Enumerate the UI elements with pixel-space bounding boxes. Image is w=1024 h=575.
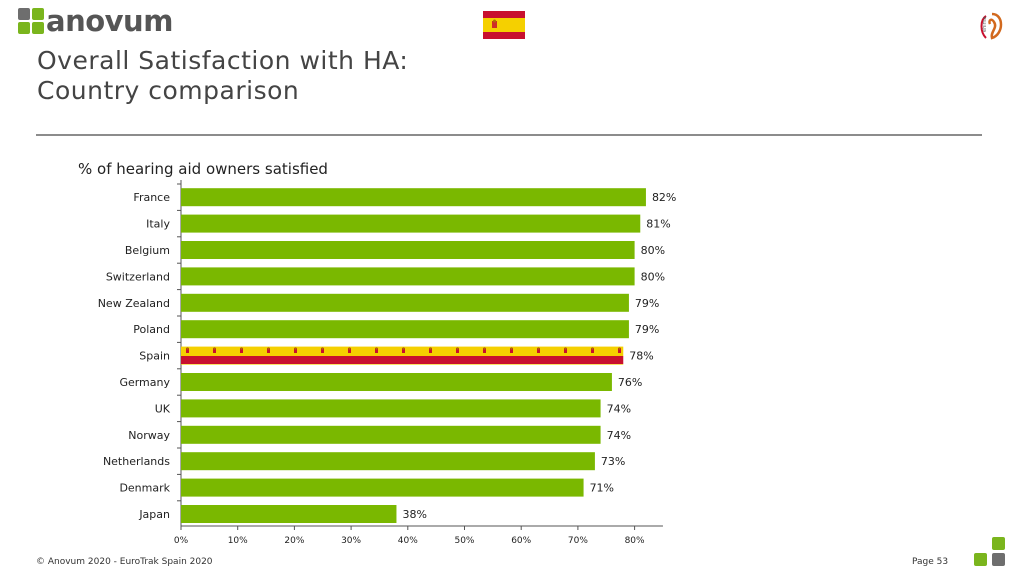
value-label: 78% — [629, 350, 653, 363]
bar — [181, 293, 629, 312]
category-label: Netherlands — [103, 455, 170, 468]
bar — [181, 188, 646, 207]
bar-highlight — [181, 346, 624, 365]
value-label: 73% — [601, 455, 625, 468]
logo-squares-icon — [18, 8, 46, 36]
bar — [181, 399, 601, 418]
category-label: Italy — [146, 218, 170, 231]
category-label: Belgium — [125, 244, 170, 257]
bar — [181, 505, 397, 523]
category-label: UK — [155, 402, 171, 415]
value-label: 79% — [635, 323, 659, 336]
bar — [181, 373, 612, 391]
value-label: 74% — [607, 429, 631, 442]
chart-title: % of hearing aid owners satisfied — [78, 160, 328, 178]
logo-text: anovum — [46, 4, 173, 38]
value-label: 80% — [641, 270, 665, 283]
x-tick-label: 70% — [568, 536, 588, 546]
ehima-logo-label: ehima — [982, 16, 988, 32]
category-label: Norway — [128, 429, 170, 442]
x-tick-label: 80% — [625, 536, 645, 546]
bar — [181, 241, 635, 259]
value-label: 76% — [618, 376, 642, 389]
category-label: Switzerland — [106, 270, 170, 283]
value-label: 81% — [646, 218, 670, 231]
x-tick-label: 10% — [228, 536, 248, 546]
bar — [181, 452, 595, 471]
x-tick-label: 20% — [284, 536, 304, 546]
bar — [181, 214, 641, 233]
category-label: France — [133, 191, 170, 204]
bar — [181, 320, 629, 339]
value-label: 82% — [652, 191, 676, 204]
category-label: Poland — [133, 323, 170, 336]
page-title-line1: Overall Satisfaction with HA: — [37, 46, 409, 75]
value-label: 38% — [402, 508, 426, 521]
footer-copyright: © Anovum 2020 - EuroTrak Spain 2020 — [36, 557, 213, 567]
x-tick-label: 40% — [398, 536, 418, 546]
value-label: 80% — [641, 244, 665, 257]
page-title: Overall Satisfaction with HA: Country co… — [37, 46, 408, 106]
x-tick-label: 50% — [454, 536, 474, 546]
page-number: Page 53 — [912, 557, 949, 567]
ehima-logo-icon: ehima — [980, 12, 1003, 40]
category-label: Denmark — [119, 482, 170, 495]
value-label: 74% — [607, 402, 631, 415]
bar — [181, 478, 584, 497]
category-label: Spain — [139, 350, 170, 363]
bar — [181, 425, 601, 444]
anovum-logo: anovum — [18, 4, 173, 42]
category-label: New Zealand — [98, 297, 170, 310]
spain-flag-icon — [483, 11, 525, 39]
value-label: 79% — [635, 297, 659, 310]
category-label: Germany — [119, 376, 170, 389]
title-divider — [36, 134, 982, 136]
x-tick-label: 60% — [511, 536, 531, 546]
bar — [181, 267, 635, 286]
category-label: Japan — [138, 508, 170, 521]
x-tick-label: 0% — [174, 536, 189, 546]
value-label: 71% — [590, 482, 614, 495]
corner-squares-icon — [974, 537, 1006, 569]
x-tick-label: 30% — [341, 536, 361, 546]
page-title-line2: Country comparison — [37, 76, 300, 105]
